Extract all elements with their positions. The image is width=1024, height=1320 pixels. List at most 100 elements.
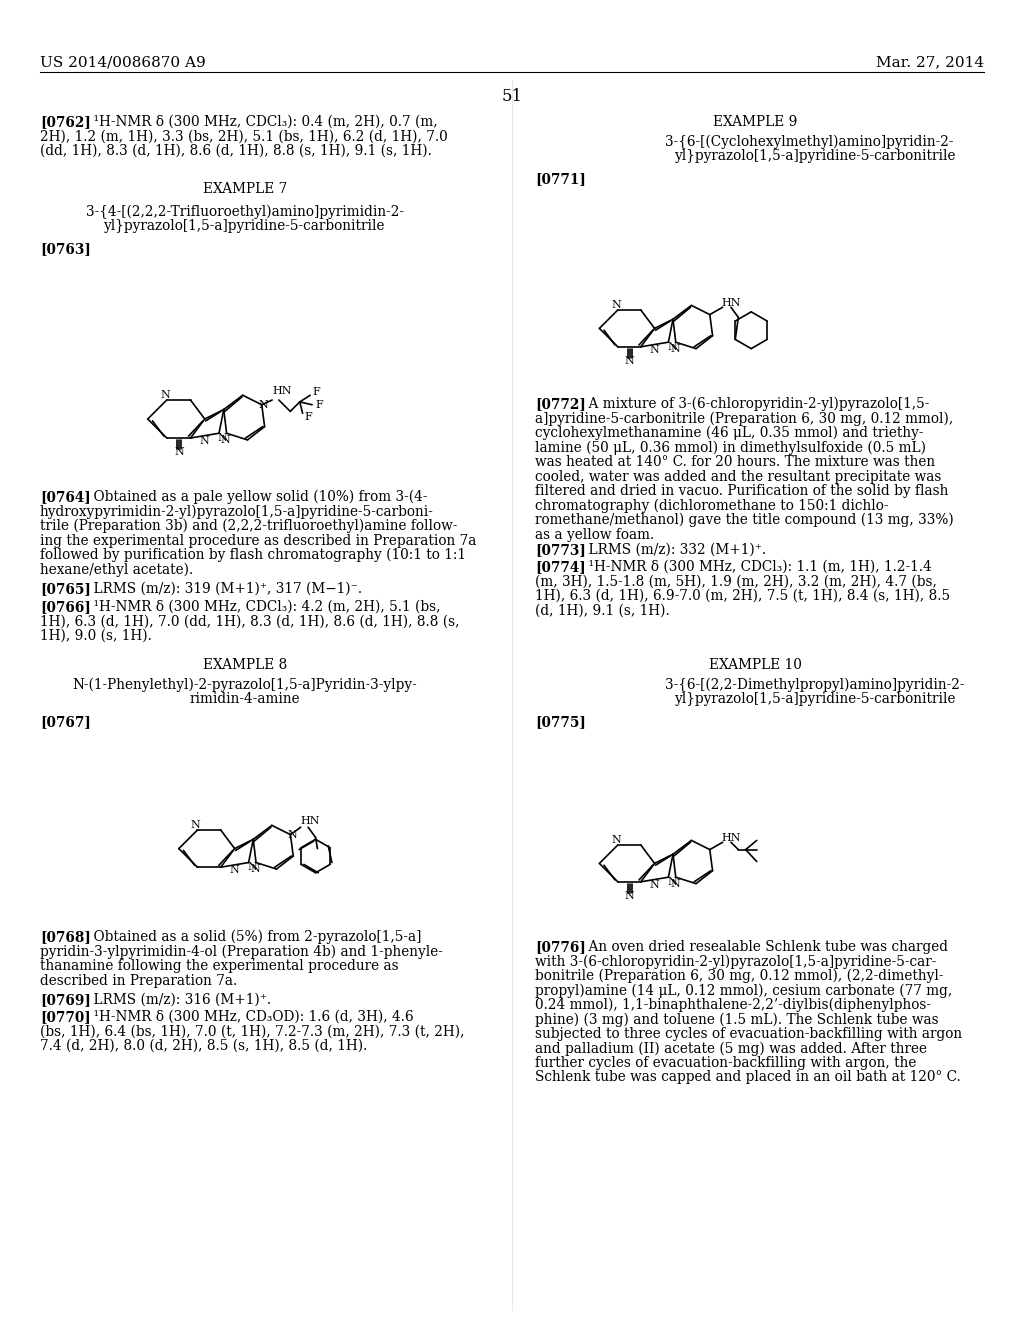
Text: was heated at 140° C. for 20 hours. The mixture was then: was heated at 140° C. for 20 hours. The … bbox=[535, 455, 935, 469]
Text: [0775]: [0775] bbox=[535, 715, 586, 729]
Text: yl}pyrazolo[1,5-a]pyridine-5-carbonitrile: yl}pyrazolo[1,5-a]pyridine-5-carbonitril… bbox=[104, 219, 386, 234]
Text: 51: 51 bbox=[502, 88, 522, 106]
Text: N: N bbox=[671, 343, 681, 354]
Text: An oven dried resealable Schlenk tube was charged: An oven dried resealable Schlenk tube wa… bbox=[571, 940, 948, 954]
Text: N: N bbox=[190, 820, 201, 830]
Text: [0776]: [0776] bbox=[535, 940, 586, 954]
Text: N: N bbox=[221, 434, 230, 445]
Text: US 2014/0086870 A9: US 2014/0086870 A9 bbox=[40, 55, 206, 69]
Text: 1H), 6.3 (d, 1H), 7.0 (dd, 1H), 8.3 (d, 1H), 8.6 (d, 1H), 8.8 (s,: 1H), 6.3 (d, 1H), 7.0 (dd, 1H), 8.3 (d, … bbox=[40, 615, 460, 628]
Text: [0767]: [0767] bbox=[40, 715, 91, 729]
Text: N: N bbox=[625, 355, 635, 366]
Text: ing the experimental procedure as described in Preparation 7a: ing the experimental procedure as descri… bbox=[40, 533, 476, 548]
Text: N: N bbox=[671, 879, 681, 888]
Text: HN: HN bbox=[301, 816, 321, 826]
Text: lamine (50 μL, 0.36 mmol) in dimethylsulfoxide (0.5 mL): lamine (50 μL, 0.36 mmol) in dimethylsul… bbox=[535, 441, 926, 455]
Text: ¹H-NMR δ (300 MHz, CD₃OD): 1.6 (d, 3H), 4.6: ¹H-NMR δ (300 MHz, CD₃OD): 1.6 (d, 3H), … bbox=[77, 1010, 414, 1024]
Text: EXAMPLE 8: EXAMPLE 8 bbox=[203, 657, 287, 672]
Text: 1H), 6.3 (d, 1H), 6.9-7.0 (m, 2H), 7.5 (t, 1H), 8.4 (s, 1H), 8.5: 1H), 6.3 (d, 1H), 6.9-7.0 (m, 2H), 7.5 (… bbox=[535, 589, 950, 603]
Text: EXAMPLE 7: EXAMPLE 7 bbox=[203, 182, 287, 195]
Text: 3-{6-[(2,2-Dimethylpropyl)amino]pyridin-2-: 3-{6-[(2,2-Dimethylpropyl)amino]pyridin-… bbox=[665, 678, 965, 693]
Text: rimidin-4-amine: rimidin-4-amine bbox=[189, 692, 300, 706]
Text: with 3-(6-chloropyridin-2-yl)pyrazolo[1,5-a]pyridine-5-car-: with 3-(6-chloropyridin-2-yl)pyrazolo[1,… bbox=[535, 954, 936, 969]
Text: N: N bbox=[668, 342, 677, 352]
Text: thanamine following the experimental procedure as: thanamine following the experimental pro… bbox=[40, 960, 398, 973]
Text: hydroxypyrimidin-2-yl)pyrazolo[1,5-a]pyridine-5-carboni-: hydroxypyrimidin-2-yl)pyrazolo[1,5-a]pyr… bbox=[40, 504, 434, 519]
Text: N: N bbox=[259, 400, 268, 409]
Text: N: N bbox=[611, 301, 621, 310]
Text: N: N bbox=[649, 345, 659, 355]
Text: bonitrile (Preparation 6, 30 mg, 0.12 mmol), (2,2-dimethyl-: bonitrile (Preparation 6, 30 mg, 0.12 mm… bbox=[535, 969, 943, 983]
Text: 7.4 (d, 2H), 8.0 (d, 2H), 8.5 (s, 1H), 8.5 (d, 1H).: 7.4 (d, 2H), 8.0 (d, 2H), 8.5 (s, 1H), 8… bbox=[40, 1039, 368, 1053]
Text: cyclohexylmethanamine (46 μL, 0.35 mmol) and triethy-: cyclohexylmethanamine (46 μL, 0.35 mmol)… bbox=[535, 426, 924, 441]
Text: N: N bbox=[200, 436, 210, 446]
Text: [0762]: [0762] bbox=[40, 115, 91, 129]
Text: (dd, 1H), 8.3 (d, 1H), 8.6 (d, 1H), 8.8 (s, 1H), 9.1 (s, 1H).: (dd, 1H), 8.3 (d, 1H), 8.6 (d, 1H), 8.8 … bbox=[40, 144, 432, 158]
Text: 1H), 9.0 (s, 1H).: 1H), 9.0 (s, 1H). bbox=[40, 630, 152, 643]
Text: pyridin-3-ylpyrimidin-4-ol (Preparation 4b) and 1-phenyle-: pyridin-3-ylpyrimidin-4-ol (Preparation … bbox=[40, 945, 442, 958]
Text: hexane/ethyl acetate).: hexane/ethyl acetate). bbox=[40, 562, 194, 577]
Text: (bs, 1H), 6.4 (bs, 1H), 7.0 (t, 1H), 7.2-7.3 (m, 2H), 7.3 (t, 2H),: (bs, 1H), 6.4 (bs, 1H), 7.0 (t, 1H), 7.2… bbox=[40, 1024, 465, 1039]
Text: 3-{4-[(2,2,2-Trifluoroethyl)amino]pyrimidin-2-: 3-{4-[(2,2,2-Trifluoroethyl)amino]pyrimi… bbox=[86, 205, 404, 219]
Text: ¹H-NMR δ (300 MHz, CDCl₃): 1.1 (m, 1H), 1.2-1.4: ¹H-NMR δ (300 MHz, CDCl₃): 1.1 (m, 1H), … bbox=[571, 560, 932, 574]
Text: N: N bbox=[229, 865, 240, 875]
Text: trile (Preparation 3b) and (2,2,2-trifluoroethyl)amine follow-: trile (Preparation 3b) and (2,2,2-triflu… bbox=[40, 519, 458, 533]
Text: Mar. 27, 2014: Mar. 27, 2014 bbox=[876, 55, 984, 69]
Text: N: N bbox=[668, 876, 677, 887]
Text: F: F bbox=[312, 387, 319, 397]
Text: LRMS (m/z): 332 (M+1)⁺.: LRMS (m/z): 332 (M+1)⁺. bbox=[571, 543, 767, 557]
Text: N: N bbox=[649, 879, 659, 890]
Text: followed by purification by flash chromatography (10:1 to 1:1: followed by purification by flash chroma… bbox=[40, 548, 466, 562]
Text: N: N bbox=[248, 862, 257, 873]
Text: N: N bbox=[288, 830, 297, 840]
Text: F: F bbox=[315, 400, 323, 409]
Text: yl}pyrazolo[1,5-a]pyridine-5-carbonitrile: yl}pyrazolo[1,5-a]pyridine-5-carbonitril… bbox=[675, 692, 956, 706]
Text: (d, 1H), 9.1 (s, 1H).: (d, 1H), 9.1 (s, 1H). bbox=[535, 603, 670, 618]
Text: Obtained as a pale yellow solid (10%) from 3-(4-: Obtained as a pale yellow solid (10%) fr… bbox=[77, 490, 428, 504]
Text: described in Preparation 7a.: described in Preparation 7a. bbox=[40, 974, 238, 987]
Text: [0765]: [0765] bbox=[40, 582, 91, 597]
Text: HN: HN bbox=[722, 297, 741, 308]
Text: romethane/methanol) gave the title compound (13 mg, 33%): romethane/methanol) gave the title compo… bbox=[535, 513, 953, 528]
Text: LRMS (m/z): 316 (M+1)⁺.: LRMS (m/z): 316 (M+1)⁺. bbox=[77, 993, 271, 1007]
Text: [0769]: [0769] bbox=[40, 993, 91, 1007]
Text: 2H), 1.2 (m, 1H), 3.3 (bs, 2H), 5.1 (bs, 1H), 6.2 (d, 1H), 7.0: 2H), 1.2 (m, 1H), 3.3 (bs, 2H), 5.1 (bs,… bbox=[40, 129, 447, 144]
Text: A mixture of 3-(6-chloropyridin-2-yl)pyrazolo[1,5-: A mixture of 3-(6-chloropyridin-2-yl)pyr… bbox=[571, 397, 930, 412]
Text: EXAMPLE 9: EXAMPLE 9 bbox=[713, 115, 798, 129]
Text: LRMS (m/z): 319 (M+1)⁺, 317 (M−1)⁻.: LRMS (m/z): 319 (M+1)⁺, 317 (M−1)⁻. bbox=[77, 582, 362, 597]
Text: [0764]: [0764] bbox=[40, 490, 91, 504]
Text: ¹H-NMR δ (300 MHz, CDCl₃): 0.4 (m, 2H), 0.7 (m,: ¹H-NMR δ (300 MHz, CDCl₃): 0.4 (m, 2H), … bbox=[77, 115, 438, 129]
Text: further cycles of evacuation-backfilling with argon, the: further cycles of evacuation-backfilling… bbox=[535, 1056, 916, 1071]
Text: yl}pyrazolo[1,5-a]pyridine-5-carbonitrile: yl}pyrazolo[1,5-a]pyridine-5-carbonitril… bbox=[675, 149, 956, 162]
Text: Obtained as a solid (5%) from 2-pyrazolo[1,5-a]: Obtained as a solid (5%) from 2-pyrazolo… bbox=[77, 931, 422, 944]
Text: EXAMPLE 10: EXAMPLE 10 bbox=[709, 657, 802, 672]
Text: [0763]: [0763] bbox=[40, 242, 91, 256]
Text: ¹H-NMR δ (300 MHz, CDCl₃): 4.2 (m, 2H), 5.1 (bs,: ¹H-NMR δ (300 MHz, CDCl₃): 4.2 (m, 2H), … bbox=[77, 601, 441, 614]
Text: [0774]: [0774] bbox=[535, 560, 586, 574]
Text: N: N bbox=[250, 865, 260, 874]
Text: [0770]: [0770] bbox=[40, 1010, 91, 1024]
Text: 0.24 mmol), 1,1-binaphthalene-2,2’-diylbis(diphenylphos-: 0.24 mmol), 1,1-binaphthalene-2,2’-diylb… bbox=[535, 998, 931, 1012]
Text: [0766]: [0766] bbox=[40, 601, 91, 614]
Text: N: N bbox=[174, 447, 184, 457]
Text: [0773]: [0773] bbox=[535, 543, 586, 557]
Text: [0768]: [0768] bbox=[40, 931, 91, 944]
Text: 3-{6-[(Cyclohexylmethyl)amino]pyridin-2-: 3-{6-[(Cyclohexylmethyl)amino]pyridin-2- bbox=[665, 135, 953, 149]
Text: chromatography (dichloromethane to 150:1 dichlo-: chromatography (dichloromethane to 150:1… bbox=[535, 499, 889, 513]
Text: cooled, water was added and the resultant precipitate was: cooled, water was added and the resultan… bbox=[535, 470, 941, 483]
Text: and palladium (II) acetate (5 mg) was added. After three: and palladium (II) acetate (5 mg) was ad… bbox=[535, 1041, 927, 1056]
Text: filtered and dried in vacuo. Purification of the solid by flash: filtered and dried in vacuo. Purificatio… bbox=[535, 484, 948, 498]
Text: Schlenk tube was capped and placed in an oil bath at 120° C.: Schlenk tube was capped and placed in an… bbox=[535, 1071, 961, 1085]
Text: [0771]: [0771] bbox=[535, 172, 586, 186]
Text: F: F bbox=[304, 412, 312, 422]
Text: a]pyridine-5-carbonitrile (Preparation 6, 30 mg, 0.12 mmol),: a]pyridine-5-carbonitrile (Preparation 6… bbox=[535, 412, 953, 426]
Text: subjected to three cycles of evacuation-backfilling with argon: subjected to three cycles of evacuation-… bbox=[535, 1027, 963, 1041]
Text: (m, 3H), 1.5-1.8 (m, 5H), 1.9 (m, 2H), 3.2 (m, 2H), 4.7 (bs,: (m, 3H), 1.5-1.8 (m, 5H), 1.9 (m, 2H), 3… bbox=[535, 574, 937, 589]
Text: N: N bbox=[218, 433, 227, 444]
Text: N-(1-Phenylethyl)-2-pyrazolo[1,5-a]Pyridin-3-ylpy-: N-(1-Phenylethyl)-2-pyrazolo[1,5-a]Pyrid… bbox=[73, 678, 418, 693]
Text: propyl)amine (14 μL, 0.12 mmol), cesium carbonate (77 mg,: propyl)amine (14 μL, 0.12 mmol), cesium … bbox=[535, 983, 952, 998]
Text: HN: HN bbox=[722, 833, 741, 842]
Text: phine) (3 mg) and toluene (1.5 mL). The Schlenk tube was: phine) (3 mg) and toluene (1.5 mL). The … bbox=[535, 1012, 939, 1027]
Text: [0772]: [0772] bbox=[535, 397, 586, 411]
Text: HN: HN bbox=[272, 385, 292, 396]
